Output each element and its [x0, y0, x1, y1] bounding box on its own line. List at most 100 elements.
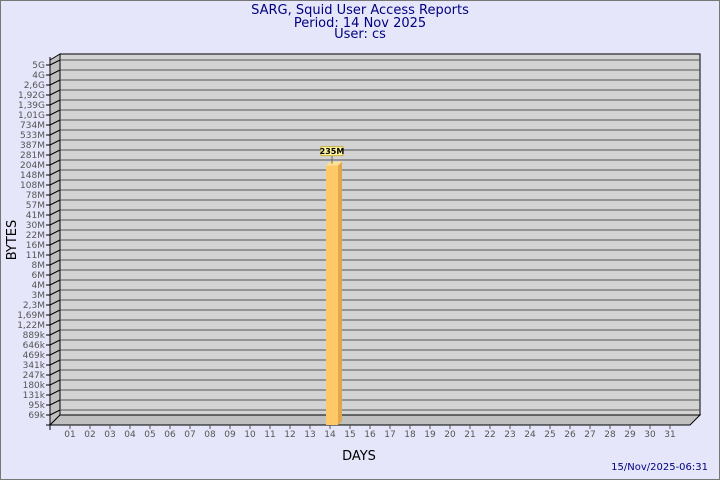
y-tick-depth — [49, 339, 61, 346]
y-tick-label: 5G — [32, 61, 45, 71]
y-tick-label: 22M — [26, 231, 45, 241]
x-tick-label: 06 — [164, 430, 176, 440]
y-tick-label: 2,3M — [23, 301, 45, 311]
y-tick-depth — [49, 209, 61, 216]
x-tick-label: 25 — [544, 430, 555, 440]
y-tick-depth — [49, 229, 61, 236]
y-tick-label: 16M — [26, 241, 45, 251]
x-tick-label: 03 — [104, 430, 115, 440]
y-tick-depth — [49, 259, 61, 266]
y-tick-depth — [49, 269, 61, 276]
y-tick-depth — [49, 349, 61, 356]
y-tick-label: 646k — [23, 341, 46, 351]
data-label: 235M — [320, 147, 345, 156]
y-tick-depth — [49, 409, 61, 416]
x-tick-label: 04 — [124, 430, 136, 440]
data-label-box — [320, 146, 344, 157]
y-tick-depth — [49, 279, 61, 286]
y-tick-depth — [49, 189, 61, 196]
y-tick-depth — [49, 69, 61, 76]
x-tick-label: 10 — [244, 430, 256, 440]
y-tick-label: 108M — [20, 181, 45, 191]
y-tick-depth — [49, 59, 61, 66]
y-tick-depth — [49, 79, 61, 86]
y-tick-depth — [49, 139, 61, 146]
x-tick-label: 14 — [324, 430, 336, 440]
y-tick-depth — [49, 249, 61, 256]
chart-title: SARG, Squid User Access Reports — [251, 3, 469, 18]
y-tick-label: 1,92G — [18, 91, 45, 101]
x-tick-label: 20 — [444, 430, 456, 440]
x-tick-label: 07 — [184, 430, 195, 440]
y-tick-label: 1,69M — [17, 311, 45, 321]
timestamp-footer: 15/Nov/2025-06:31 — [611, 462, 708, 473]
x-tick-label: 24 — [524, 430, 536, 440]
y-tick-label: 78M — [26, 191, 45, 201]
y-tick-label: 469k — [23, 351, 46, 361]
bar-day-14 — [326, 165, 338, 426]
x-tick-label: 29 — [624, 430, 636, 440]
y-tick-label: 889k — [23, 331, 46, 341]
x-tick-label: 02 — [84, 430, 95, 440]
y-tick-label: 1,22M — [17, 321, 45, 331]
x-tick-label: 27 — [584, 430, 595, 440]
user-subtitle: User: cs — [334, 27, 386, 42]
bar-side — [338, 161, 342, 426]
y-tick-depth — [49, 219, 61, 226]
y-tick-depth — [49, 239, 61, 246]
y-tick-depth — [49, 179, 61, 186]
y-tick-depth — [49, 99, 61, 106]
y-tick-depth — [49, 319, 61, 326]
y-tick-depth — [49, 369, 61, 376]
x-tick-label: 31 — [664, 430, 675, 440]
bar-top — [326, 161, 342, 166]
x-tick-label: 18 — [404, 430, 416, 440]
x-tick-label: 12 — [284, 430, 295, 440]
y-tick-label: 95k — [28, 401, 45, 411]
y-tick-depth — [49, 389, 61, 396]
y-tick-label: 131k — [23, 391, 46, 401]
y-tick-label: 533M — [20, 131, 45, 141]
y-tick-label: 387M — [20, 141, 45, 151]
y-tick-depth — [49, 199, 61, 206]
x-tick-label: 28 — [604, 430, 616, 440]
plot-back-wall — [59, 53, 701, 416]
y-tick-label: 1,01G — [18, 111, 45, 121]
y-tick-label: 4M — [32, 281, 46, 291]
x-tick-label: 23 — [504, 430, 515, 440]
y-tick-depth — [49, 89, 61, 96]
y-tick-label: 3M — [32, 291, 46, 301]
y-tick-label: 247k — [23, 371, 46, 381]
y-tick-label: 1,39G — [18, 101, 45, 111]
y-tick-label: 734M — [20, 121, 45, 131]
period-subtitle: Period: 14 Nov 2025 — [293, 16, 427, 31]
y-tick-depth — [49, 129, 61, 136]
x-tick-label: 11 — [264, 430, 275, 440]
x-tick-label: 22 — [484, 430, 495, 440]
y-tick-depth — [49, 359, 61, 366]
y-tick-label: 180k — [23, 381, 46, 391]
y-tick-label: 2,6G — [24, 81, 45, 91]
x-tick-label: 05 — [144, 430, 155, 440]
x-tick-label: 19 — [424, 430, 436, 440]
y-tick-label: 6M — [32, 271, 46, 281]
x-tick-label: 26 — [564, 430, 576, 440]
y-tick-depth — [49, 299, 61, 306]
y-tick-depth — [49, 289, 61, 296]
y-tick-depth — [49, 379, 61, 386]
y-tick-label: 41M — [26, 211, 45, 221]
y-tick-label: 57M — [26, 201, 45, 211]
x-tick-label: 13 — [304, 430, 315, 440]
y-tick-depth — [49, 159, 61, 166]
y-tick-label: 281M — [20, 151, 45, 161]
x-tick-label: 16 — [364, 430, 376, 440]
y-tick-depth — [49, 109, 61, 116]
y-tick-label: 341k — [23, 361, 46, 371]
x-tick-label: 17 — [384, 430, 395, 440]
y-tick-depth — [49, 329, 61, 336]
y-tick-label: 11M — [26, 251, 45, 261]
y-tick-depth — [49, 149, 61, 156]
y-tick-label: 30M — [26, 221, 45, 231]
x-tick-label: 09 — [224, 430, 236, 440]
